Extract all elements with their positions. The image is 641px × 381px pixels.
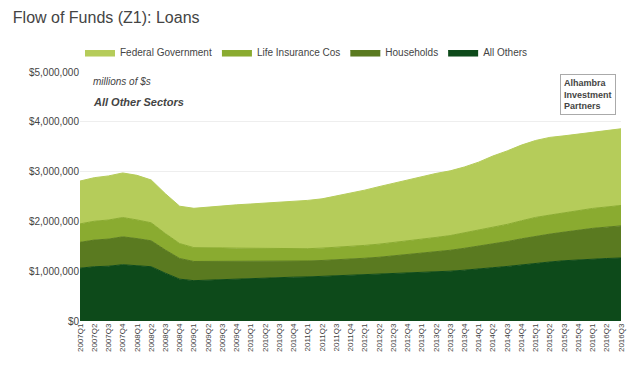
svg-text:2014Q3: 2014Q3 — [503, 323, 512, 352]
svg-text:All Others: All Others — [483, 47, 527, 58]
svg-text:Households: Households — [385, 47, 438, 58]
svg-text:2013Q4: 2013Q4 — [460, 323, 469, 352]
svg-text:2010Q2: 2010Q2 — [261, 323, 270, 352]
svg-text:2015Q2: 2015Q2 — [545, 323, 554, 352]
svg-text:2011Q4: 2011Q4 — [346, 323, 355, 351]
svg-text:2012Q1: 2012Q1 — [360, 323, 369, 352]
svg-text:2016Q2: 2016Q2 — [602, 323, 611, 352]
svg-text:2012Q2: 2012Q2 — [375, 323, 384, 352]
svg-text:2009Q4: 2009Q4 — [232, 323, 241, 352]
svg-text:AlhambraInvestmentPartners: AlhambraInvestmentPartners — [564, 78, 612, 111]
svg-text:2007Q2: 2007Q2 — [90, 323, 99, 352]
svg-text:$2,000,000: $2,000,000 — [29, 216, 79, 227]
svg-text:2015Q3: 2015Q3 — [560, 323, 569, 352]
svg-text:2011Q2: 2011Q2 — [318, 323, 327, 351]
svg-text:2014Q4: 2014Q4 — [517, 323, 526, 352]
svg-text:2008Q4: 2008Q4 — [175, 323, 184, 352]
svg-text:2007Q3: 2007Q3 — [104, 323, 113, 352]
svg-text:Life Insurance Cos: Life Insurance Cos — [257, 47, 340, 58]
svg-text:2014Q1: 2014Q1 — [474, 323, 483, 352]
svg-text:2008Q1: 2008Q1 — [133, 323, 142, 352]
svg-text:2009Q2: 2009Q2 — [204, 323, 213, 352]
svg-text:2013Q3: 2013Q3 — [446, 323, 455, 352]
svg-text:$4,000,000: $4,000,000 — [29, 116, 79, 127]
svg-text:All Other Sectors: All Other Sectors — [93, 96, 184, 108]
svg-text:2013Q1: 2013Q1 — [417, 323, 426, 352]
svg-text:2014Q2: 2014Q2 — [488, 323, 497, 352]
svg-text:Federal Government: Federal Government — [120, 47, 212, 58]
svg-text:2010Q4: 2010Q4 — [289, 323, 298, 352]
svg-text:2010Q3: 2010Q3 — [275, 323, 284, 352]
svg-text:2011Q1: 2011Q1 — [303, 323, 312, 351]
svg-text:$3,000,000: $3,000,000 — [29, 166, 79, 177]
svg-text:millions of $s: millions of $s — [93, 76, 151, 87]
svg-text:2012Q4: 2012Q4 — [403, 323, 412, 352]
svg-text:Flow of Funds (Z1): Loans: Flow of Funds (Z1): Loans — [13, 9, 200, 26]
svg-text:2007Q1: 2007Q1 — [76, 323, 85, 352]
svg-text:2007Q4: 2007Q4 — [118, 323, 127, 352]
svg-text:$1,000,000: $1,000,000 — [29, 266, 79, 277]
svg-text:2013Q2: 2013Q2 — [432, 323, 441, 352]
svg-text:2016Q3: 2016Q3 — [617, 323, 626, 352]
svg-text:$0: $0 — [68, 316, 80, 327]
svg-text:$5,000,000: $5,000,000 — [29, 67, 79, 78]
svg-text:2009Q3: 2009Q3 — [218, 323, 227, 352]
svg-text:2009Q1: 2009Q1 — [189, 323, 198, 352]
svg-text:2016Q1: 2016Q1 — [588, 323, 597, 352]
svg-text:2015Q1: 2015Q1 — [531, 323, 540, 352]
svg-text:2011Q3: 2011Q3 — [332, 323, 341, 351]
svg-text:2010Q1: 2010Q1 — [246, 323, 255, 352]
svg-text:2008Q3: 2008Q3 — [161, 323, 170, 352]
svg-text:2015Q4: 2015Q4 — [574, 323, 583, 352]
svg-text:2008Q2: 2008Q2 — [147, 323, 156, 352]
svg-text:2012Q3: 2012Q3 — [389, 323, 398, 352]
